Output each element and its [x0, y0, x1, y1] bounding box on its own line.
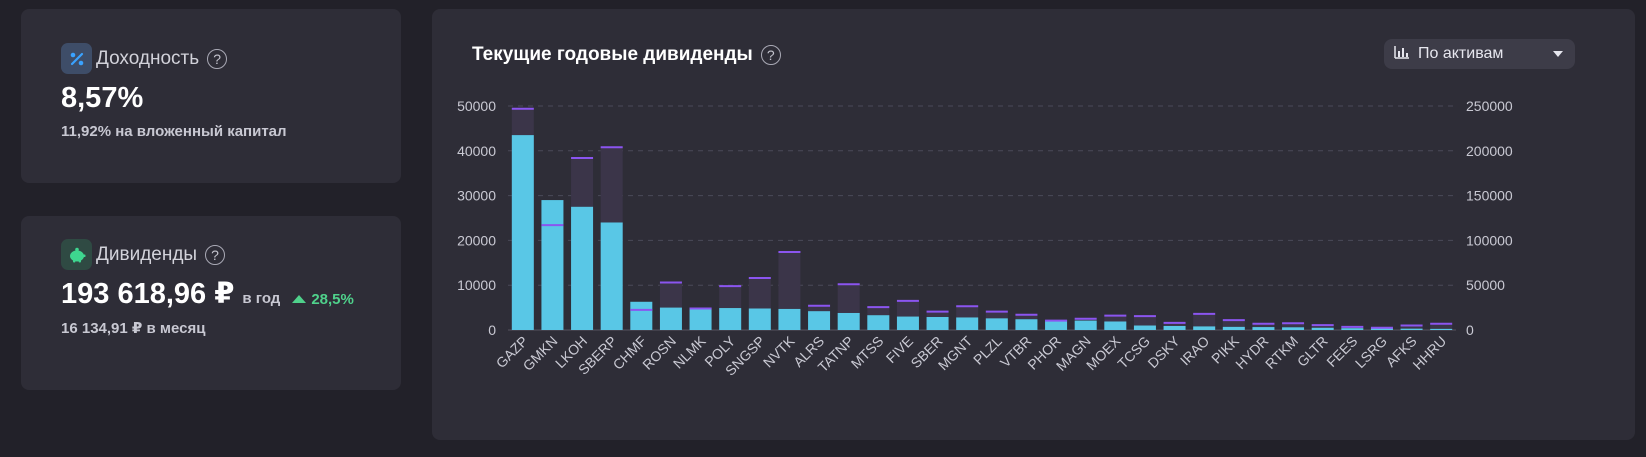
y2-tick-label: 0: [1466, 322, 1474, 338]
y-tick-label: 0: [488, 322, 496, 338]
growth-badge: 28,5%: [292, 291, 354, 308]
bar: [630, 301, 653, 330]
dividends-label: Дивиденды: [96, 243, 198, 265]
per-year-label: в год: [242, 290, 281, 307]
bar: [837, 312, 860, 330]
grouping-select-value: По активам: [1418, 45, 1504, 62]
bar: [1104, 321, 1127, 330]
x-tick-label: MTSS: [848, 333, 887, 372]
overlay-bar: [1282, 323, 1305, 330]
bar: [1400, 328, 1423, 330]
y-tick-label: 20000: [457, 232, 496, 248]
bar: [808, 311, 831, 330]
chart-card: Текущие годовые дивиденды ? По активам 0…: [432, 9, 1635, 440]
bar: [1370, 328, 1393, 330]
growth-value: 28,5%: [311, 290, 354, 308]
yield-value: 8,57%: [61, 82, 144, 114]
bar: [1222, 326, 1245, 330]
bar: [1311, 327, 1334, 330]
overlay-bar: [1252, 323, 1275, 330]
help-icon[interactable]: ?: [205, 244, 226, 265]
overlay-bar: [1311, 325, 1334, 330]
x-tick-label: ROSN: [639, 333, 679, 373]
bar: [571, 206, 594, 330]
x-tick-label: RTKM: [1262, 333, 1301, 372]
bar: [1430, 328, 1453, 330]
overlay-bar: [1193, 313, 1216, 330]
x-tick-label: IRAO: [1177, 333, 1213, 369]
bar: [1252, 327, 1275, 330]
bar: [1341, 328, 1364, 330]
dividends-chart: 0 10000 20000 30000 40000 50000 0 50000 100000 15…: [457, 98, 1513, 379]
y2-tick-label: 200000: [1466, 143, 1513, 159]
bar: [1045, 320, 1068, 330]
y2-tick-label: 150000: [1466, 188, 1513, 204]
bar: [1074, 320, 1097, 330]
bar: [896, 316, 919, 330]
chart-title: Текущие годовые дивиденды: [472, 44, 753, 65]
bar: [926, 317, 949, 330]
x-tick-label: FEES: [1323, 333, 1360, 370]
dividends-value: 193 618,96 ₽: [61, 278, 235, 310]
x-tick-label: HYDR: [1232, 333, 1271, 372]
chart-header: Текущие годовые дивиденды ?: [472, 44, 781, 66]
y2-tick-label: 100000: [1466, 232, 1513, 248]
x-tick-label: LSRG: [1352, 333, 1390, 371]
bar: [719, 308, 742, 330]
help-icon[interactable]: ?: [207, 48, 228, 69]
dividends-card: Дивиденды ? 193 618,96 ₽ в год 28,5% 16 …: [21, 216, 401, 390]
grouping-select[interactable]: По активам: [1384, 39, 1575, 69]
x-tick-label: GLTR: [1294, 333, 1331, 370]
bar: [600, 222, 623, 330]
bar: [867, 315, 890, 330]
bar: [1163, 325, 1186, 330]
bar: [985, 318, 1008, 330]
x-tick-label: MGNT: [935, 332, 976, 373]
bar: [659, 307, 682, 330]
y-tick-label: 50000: [457, 98, 496, 114]
yield-label: Доходность: [96, 47, 200, 69]
bar: [1133, 325, 1156, 330]
percent-icon: [61, 43, 92, 74]
y2-tick-label: 250000: [1466, 98, 1513, 114]
y-tick-label: 30000: [457, 188, 496, 204]
overlay-bar: [1400, 325, 1423, 330]
x-tick-label: DSKY: [1144, 332, 1183, 371]
x-tick-label: NVTK: [760, 332, 798, 370]
y2-tick-label: 50000: [1466, 277, 1505, 293]
help-icon[interactable]: ?: [760, 45, 781, 65]
overlay-bar: [1222, 320, 1245, 330]
dividends-per-month: 16 134,91 ₽ в месяц: [61, 320, 206, 337]
dividends-value-row: 193 618,96 ₽ в год 28,5%: [61, 276, 354, 311]
bar: [778, 308, 801, 330]
bar: [1282, 327, 1305, 330]
piggy-bank-icon: [61, 239, 92, 270]
bar: [541, 200, 564, 330]
bar-chart-icon: [1394, 45, 1410, 64]
arrow-up-icon: [292, 295, 307, 303]
x-tick-label: HHRU: [1409, 333, 1449, 373]
yield-header: Доходность ?: [61, 43, 228, 74]
chevron-down-icon: [1553, 51, 1563, 57]
x-tick-label: MOEX: [1083, 332, 1124, 373]
x-tick-label: NLMK: [670, 332, 709, 371]
x-tick-label: TCSG: [1114, 333, 1153, 372]
yield-sub: 11,92% на вложенный капитал: [61, 123, 287, 140]
dividends-header: Дивиденды ?: [61, 239, 226, 270]
bar: [511, 135, 534, 330]
bar: [956, 317, 979, 330]
bar: [689, 307, 712, 330]
overlay-bar: [1430, 323, 1453, 330]
bar: [1193, 326, 1216, 330]
bar: [1015, 319, 1038, 330]
y-tick-label: 40000: [457, 143, 496, 159]
bar: [748, 308, 771, 330]
yield-card: Доходность ? 8,57% 11,92% на вложенный к…: [21, 9, 401, 183]
y-tick-label: 10000: [457, 277, 496, 293]
